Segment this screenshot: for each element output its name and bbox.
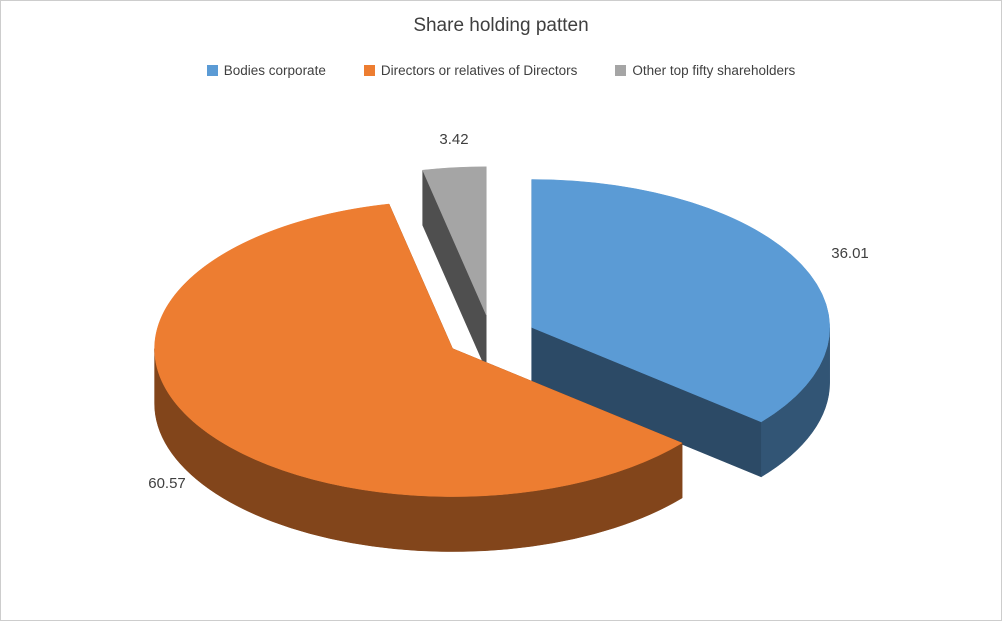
legend-swatch-icon <box>615 65 627 76</box>
chart-title: Share holding patten <box>413 15 589 36</box>
legend-item-other-shareholders: Other top fifty shareholders <box>615 63 795 78</box>
legend-swatch-icon <box>206 65 218 76</box>
legend-label: Other top fifty shareholders <box>632 63 796 78</box>
legend-swatch-icon <box>363 65 375 76</box>
legend-item-directors: Directors or relatives of Directors <box>363 63 578 78</box>
legend-label: Directors or relatives of Directors <box>380 63 578 78</box>
data-label-directors: 60.57 <box>148 475 186 492</box>
data-label-bodies-corporate: 36.01 <box>831 245 869 262</box>
legend-item-bodies-corporate: Bodies corporate <box>206 63 326 78</box>
data-label-other-shareholders: 3.42 <box>439 131 469 148</box>
legend: Bodies corporate Directors or relatives … <box>1 63 1001 78</box>
legend-label: Bodies corporate <box>223 63 326 78</box>
